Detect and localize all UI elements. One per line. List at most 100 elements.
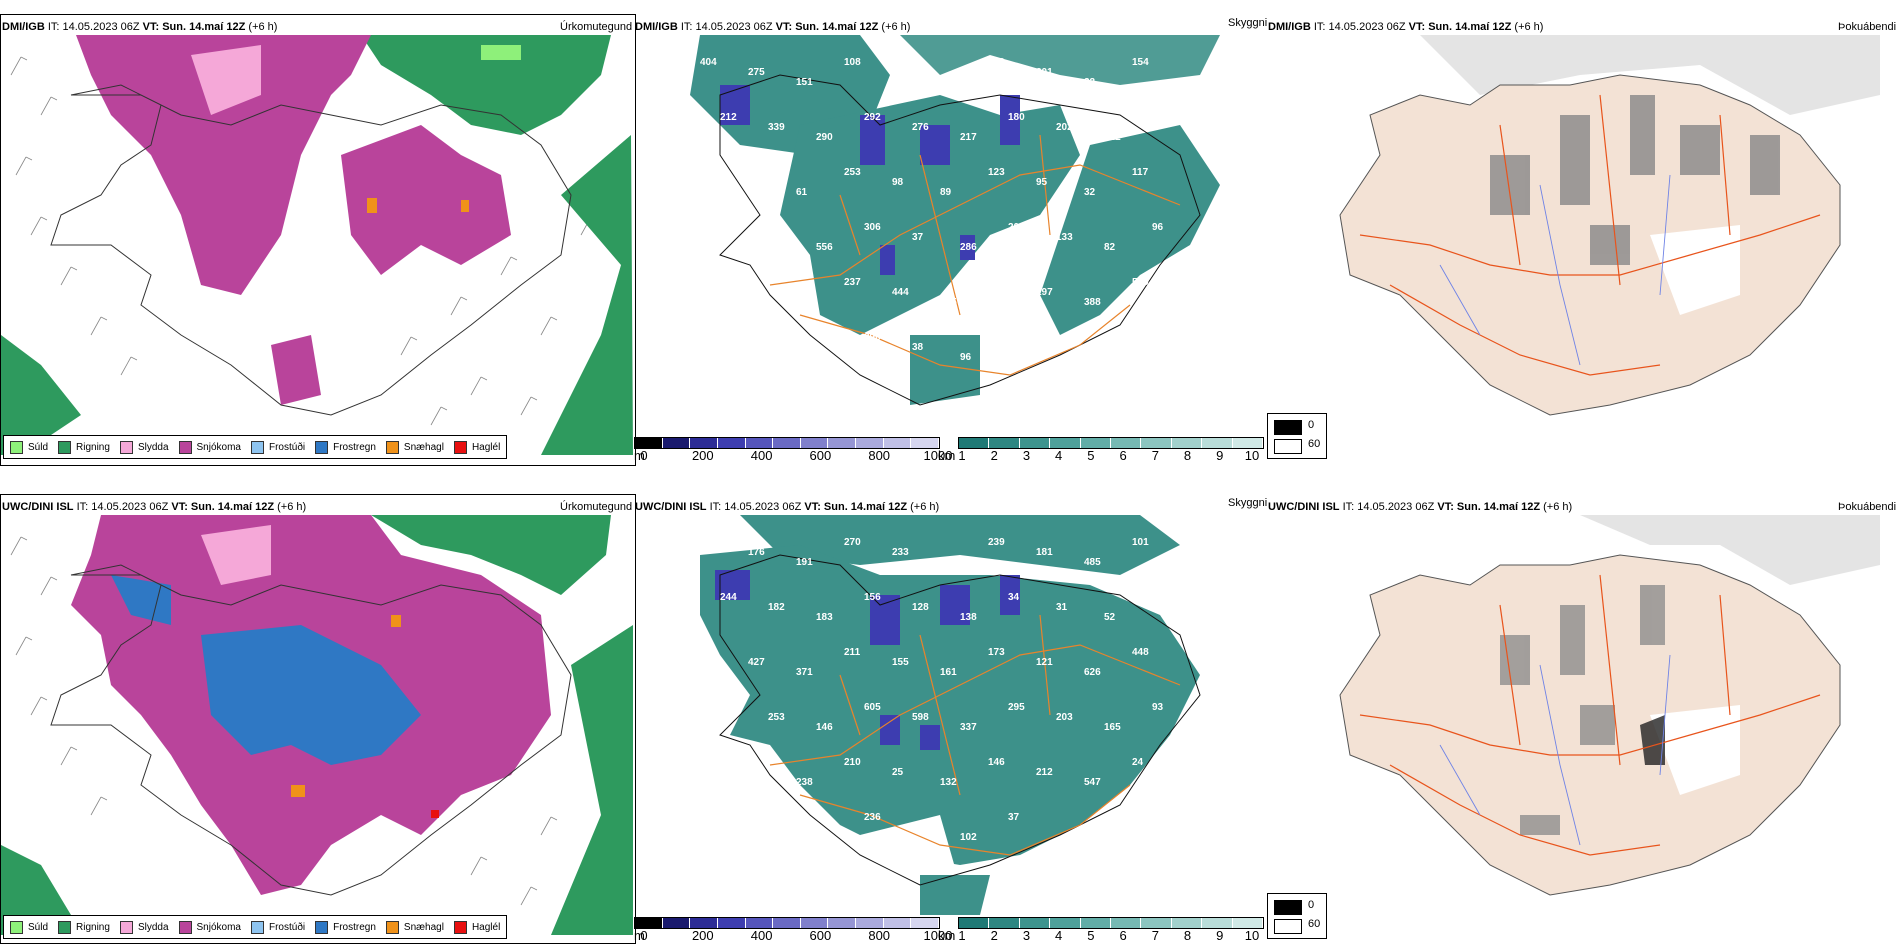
cloud-base-value: 605 [864, 702, 881, 713]
sleet-area [201, 525, 271, 585]
colorbar-segment [856, 438, 884, 448]
cloud-base-value: 95 [1036, 177, 1048, 188]
cloud-base-value: 98 [892, 177, 904, 188]
colorbar-segment [690, 438, 718, 448]
cloud-base-value: 290 [816, 132, 833, 143]
model-name: DMI/IGB [2, 21, 45, 33]
cloud-base-value: 238 [796, 777, 813, 788]
cloud-base-value: 929 [988, 57, 1005, 68]
fog-cloud-area [1580, 515, 1880, 585]
fog-header-bottom: UWC/DINI ISL IT: 14.05.2023 06Z VT: Sun.… [1268, 501, 1573, 513]
colorbar-segment [800, 918, 829, 928]
snow-area [271, 335, 321, 405]
cloud-base-value: 147 [988, 277, 1005, 288]
cloud-base-value: 123 [988, 167, 1005, 178]
cloud-base-value: 151 [796, 77, 813, 88]
cloud-base-value: 556 [816, 242, 833, 253]
issue-time: IT: 14.05.2023 06Z [47, 21, 140, 33]
cloud-base-value: 102 [960, 832, 977, 843]
cloud-base-value: 203 [1056, 712, 1073, 723]
cloud-base-value: 430 [796, 297, 813, 308]
cloud-base-value: 371 [796, 667, 813, 678]
colorbar-segment [1141, 438, 1172, 448]
colorbar-segment [911, 918, 940, 928]
fog-cloud-area [1420, 35, 1880, 115]
cloud-base-value: 210 [844, 757, 861, 768]
cloud-base-value: 101 [1132, 537, 1149, 548]
valid-time: VT: Sun. 14.maí 12Z [142, 21, 246, 33]
cloud-base-value: 87 [1008, 332, 1020, 343]
colorbar-segment [662, 438, 691, 448]
cloud-base-value: 165 [1104, 722, 1121, 733]
colorbar-segment [828, 438, 857, 448]
hail-area [431, 810, 439, 818]
cloud-base-value: 396 [864, 332, 881, 343]
cloud-base-value: 22 [1084, 77, 1096, 88]
colorbar-segment [745, 438, 774, 448]
cloudbase-header-bottom: UWC/DINI ISL IT: 14.05.2023 06Z VT: Sun.… [635, 501, 940, 513]
precip-map-top [1, 35, 633, 455]
cloud-base-value: 25 [892, 767, 904, 778]
fog-swatch-0 [1274, 900, 1302, 915]
snow-area [76, 35, 371, 295]
cloud-base-value: 276 [912, 122, 929, 133]
cloud-base-value: 38 [912, 342, 924, 353]
roads [1359, 94, 1821, 376]
cloud-base-value: 52 [1104, 612, 1116, 623]
colorbar-tick-label: 5 [1087, 448, 1095, 463]
legend-swatch [385, 920, 399, 934]
graupel-area [461, 200, 469, 212]
cloudbase-header-top: DMI/IGB IT: 14.05.2023 06Z VT: Sun. 14.m… [635, 21, 911, 33]
fog-swatch-60 [1274, 919, 1302, 934]
cloud-base-value: 31 [1056, 602, 1068, 613]
colorbar-segment [773, 918, 801, 928]
colorbar-tick-label: 2 [990, 928, 998, 943]
visibility-ticks: 1 2 3 4 5 6 7 8 9 10 [958, 928, 1259, 944]
fog-indicator-areas [1490, 95, 1780, 265]
cloud-base-value: 222 [1104, 132, 1121, 143]
colorbar-segment [1202, 918, 1233, 928]
cloud-base-value: 176 [748, 547, 765, 558]
cloud-base-value: 118 [1152, 592, 1169, 603]
colorbar-segment [1080, 918, 1112, 928]
cloud-base-value: 34 [1008, 592, 1020, 603]
cloud-base-value: 121 [1036, 657, 1053, 668]
cloud-base-value: 96 [1152, 222, 1164, 233]
cloud-base-value: 244 [720, 702, 737, 713]
cloud-base-value: 37 [912, 232, 924, 243]
visibility-area [910, 335, 980, 405]
colorbar-tick-label: 10 [1244, 928, 1260, 943]
cloud-base-value: 509 [1132, 277, 1149, 288]
freezing-rain-area [201, 625, 421, 765]
cloud-base-labels: 404 275 151 108 137 39 929 201 22 154 212 339 290 292… [700, 57, 1169, 363]
cloud-base-value: 154 [1132, 57, 1149, 68]
cloud-base-value: 237 [844, 277, 861, 288]
cloud-base-value: 146 [816, 722, 833, 733]
cloud-base-value: 485 [1084, 557, 1101, 568]
visibility-title-bottom: Skyggni [1228, 497, 1268, 509]
colorbar-tick-label: 0 [640, 928, 648, 943]
colorbar-tick-label: 7 [1151, 448, 1159, 463]
graupel-area [391, 615, 401, 627]
colorbar-tick-label: 7 [1151, 928, 1159, 943]
cloud-base-value: 165 [940, 297, 957, 308]
cloud-base-value: 295 [1008, 702, 1025, 713]
colorbar-tick-label: 3 [1022, 448, 1031, 463]
cloud-base-value: 180 [1008, 112, 1025, 123]
cloud-base-value: 205 [768, 342, 785, 353]
legend-item: Snæhagl [385, 440, 444, 454]
fog-title-bottom: Þokuábendi [1838, 501, 1897, 513]
precip-header-top: DMI/IGB IT: 14.05.2023 06Z VT: Sun. 14.m… [2, 21, 277, 33]
colorbar-segment [1019, 438, 1051, 448]
cloudbase-unit: m [634, 928, 645, 943]
cloud-base-value: 39 [940, 77, 952, 88]
cloudbase-map-top: 404 275 151 108 137 39 929 201 22 154 212 339 290 292… [690, 35, 1220, 406]
legend-swatch [119, 920, 133, 934]
legend-item: Frostúði [250, 440, 305, 454]
fog-swatch-0 [1274, 420, 1302, 435]
cloud-base-value: 161 [940, 667, 957, 678]
cloud-base-value: 201 [1036, 67, 1053, 78]
legend-swatch [10, 440, 23, 454]
colorbar-tick-label: 4 [1055, 928, 1063, 943]
cloud-base-value: 202 [700, 647, 717, 658]
